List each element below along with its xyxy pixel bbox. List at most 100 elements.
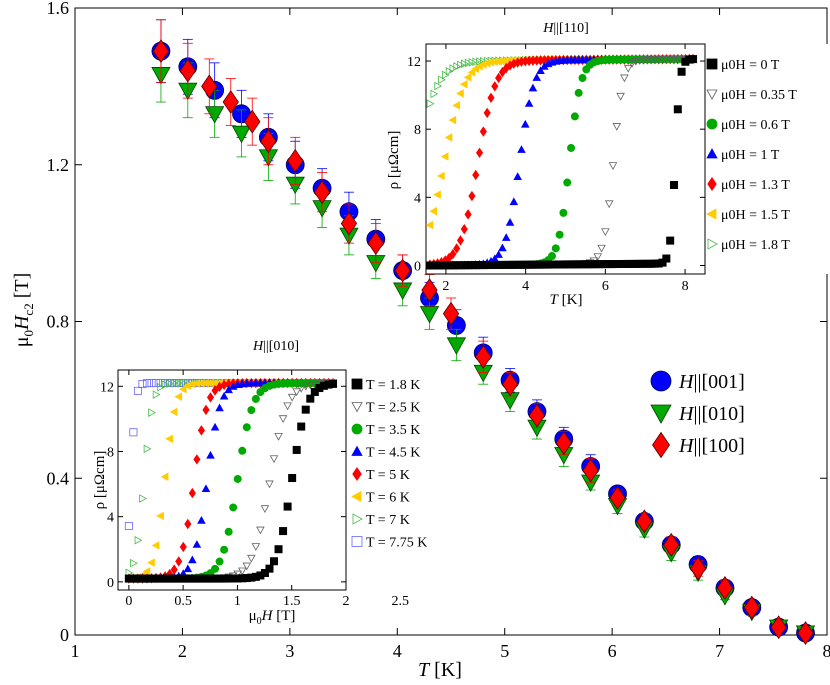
inset-h110-point [524,99,534,107]
inset-h010-point [247,406,256,415]
inset-h110-point [426,99,435,108]
inset-h110-y-tick-label: 4 [414,191,421,206]
inset-h110-point [631,57,641,66]
main-data-point [475,344,492,369]
inset-h110-point [476,57,484,66]
main-data-point [260,129,277,154]
inset-h110-point [434,81,443,91]
inset-h110-legend-label: μ0H = 0 T [721,58,780,73]
inset-h010-x-tick-label: 1.5 [283,594,301,609]
main-data-point [528,403,546,428]
inset-h110-point [635,56,644,65]
inset-h010-legend-label: T = 6 K [366,491,410,506]
inset-h010-x-axis: 0 0.5 1 1.5 2 2.5 [125,370,409,609]
inset-h110-point [494,250,503,258]
main-data-point [419,306,440,324]
inset-h110-legend-label: μ0H = 0.6 T [721,118,790,133]
main-data-point [152,39,170,64]
inset-h010-x-tick-label: 0.5 [174,594,192,609]
inset-h110-point [440,152,449,161]
inset-h010-point [193,454,201,465]
main-data-point [743,595,760,620]
inset-h110-point [662,254,671,263]
inset-h010-point [306,394,315,403]
inset-h110-point [453,62,462,71]
inset-h010-point [283,402,292,411]
inset-h010-point [180,378,188,388]
inset-h010-point [283,502,292,511]
inset-h110-point [452,101,460,110]
inset-h110-point [547,252,556,261]
main-y-axis: 0 0.4 0.8 1.2 1.6 [47,0,827,645]
inset-h010-point [279,527,288,536]
main-x-tick-label: 4 [393,641,402,661]
inset-h010-point [138,380,147,389]
inset-h010-point [211,564,220,573]
main-legend-marker [650,404,672,424]
main-data-point [797,621,814,646]
inset-h010-point [274,432,283,441]
inset-h110-point [459,79,468,89]
inset-h010-point [238,446,247,455]
inset-h010-point [170,378,179,388]
main-data-point [501,372,519,397]
main-legend-marker [652,431,670,459]
inset-h110-point [666,236,675,245]
inset-h110-point [509,197,519,206]
inset-h110-point [464,58,473,68]
inset-h110-point [449,248,457,260]
inset-h110-legend-marker [706,58,718,70]
inset-h010-point [134,535,143,545]
inset-h110-point [438,75,446,85]
inset-h010-point [242,562,252,571]
main-series-2 [152,19,814,646]
main-x-tick-label: 3 [285,641,294,661]
inset-h110-point [597,244,606,253]
inset-h110-point [456,89,464,98]
inset-h010-point [297,422,306,431]
main-legend-marker [650,370,672,392]
inset-h110-x-tick-label: 8 [682,279,689,294]
inset-h010-legend-marker [351,536,363,547]
main-data-point [179,58,196,83]
inset-h110-point [472,57,481,67]
inset-h010-point [156,511,164,521]
main-data-point [367,231,384,256]
inset-h010-legend-label: T = 3.5 K [366,423,420,438]
inset-h110-point [461,59,469,69]
inset-h010-point [265,564,274,573]
inset-h010-point [215,557,224,566]
inset-h110-point [559,208,568,217]
inset-h010-point [215,403,224,412]
main-data-point [222,90,239,115]
main-data-point [663,532,680,557]
inset-h110-point [608,162,618,170]
main-data-point [770,615,787,640]
inset-h110-point [567,143,576,152]
inset-h010-series [124,379,337,583]
inset-h110-x-tick-label: 2 [442,279,449,294]
inset-h110-point [563,178,572,187]
inset-h010-legend-label: T = 1.8 K [366,378,420,393]
inset-h110-legend-marker [706,208,717,220]
inset-h010-legend-label: T = 5 K [366,468,410,483]
main-y-tick-label: 0.8 [47,312,70,332]
inset-h110-point [456,235,465,246]
main-x-tick-label: 2 [178,641,187,661]
inset-h110-point [433,190,441,199]
inset-h010-legend-marker [352,467,362,481]
inset-h010-legend-marker [351,490,362,503]
inset-h010-point [233,474,242,483]
inset-h110-legend: μ0H = 0 T μ0H = 0.35 T μ0H = 0.6 T μ0H = 1 … [706,58,797,253]
inset-h010-point [169,407,178,417]
inset-h110-point [472,169,480,181]
inset-h110-point [467,68,476,77]
inset-h010-series [124,377,338,584]
inset-h010-point [188,487,196,499]
inset-h110-point [616,92,625,101]
inset-h110-x-label: T [K] [550,292,583,308]
main-series [151,19,816,646]
